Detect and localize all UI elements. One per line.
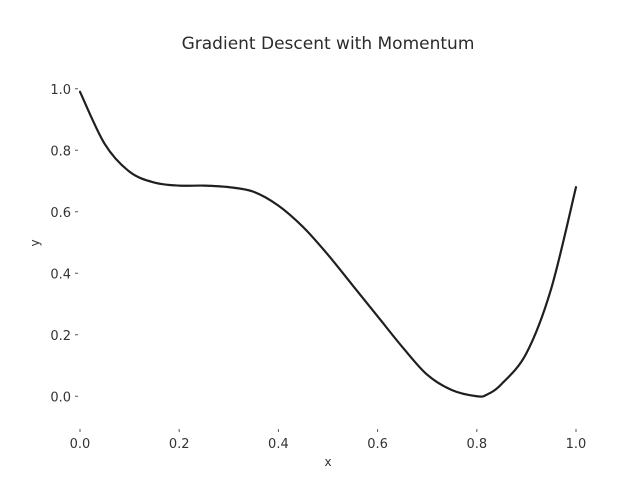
x-tick-label: 0.0 (70, 437, 91, 452)
x-axis-ticks: 0.0 0.2 0.4 0.6 0.8 1.0 (70, 429, 587, 452)
y-axis-label: y (28, 239, 42, 246)
y-tick-label: 0.4 (50, 267, 71, 282)
x-tick-label: 1.0 (566, 437, 587, 452)
y-tick-label: 1.0 (50, 83, 71, 98)
chart-title: Gradient Descent with Momentum (182, 34, 475, 54)
x-axis-label: x (324, 455, 331, 469)
y-tick-label: 0.0 (50, 390, 71, 405)
x-tick-label: 0.2 (169, 437, 190, 452)
x-tick-label: 0.4 (268, 437, 289, 452)
x-tick-label: 0.6 (367, 437, 388, 452)
y-tick-label: 0.8 (50, 144, 71, 159)
x-tick-label: 0.8 (466, 437, 487, 452)
y-tick-label: 0.6 (50, 206, 71, 221)
series-line (78, 90, 578, 398)
y-tick-label: 0.2 (50, 329, 71, 344)
y-axis-ticks: 0.0 0.2 0.4 0.6 0.8 1.0 (50, 83, 78, 405)
